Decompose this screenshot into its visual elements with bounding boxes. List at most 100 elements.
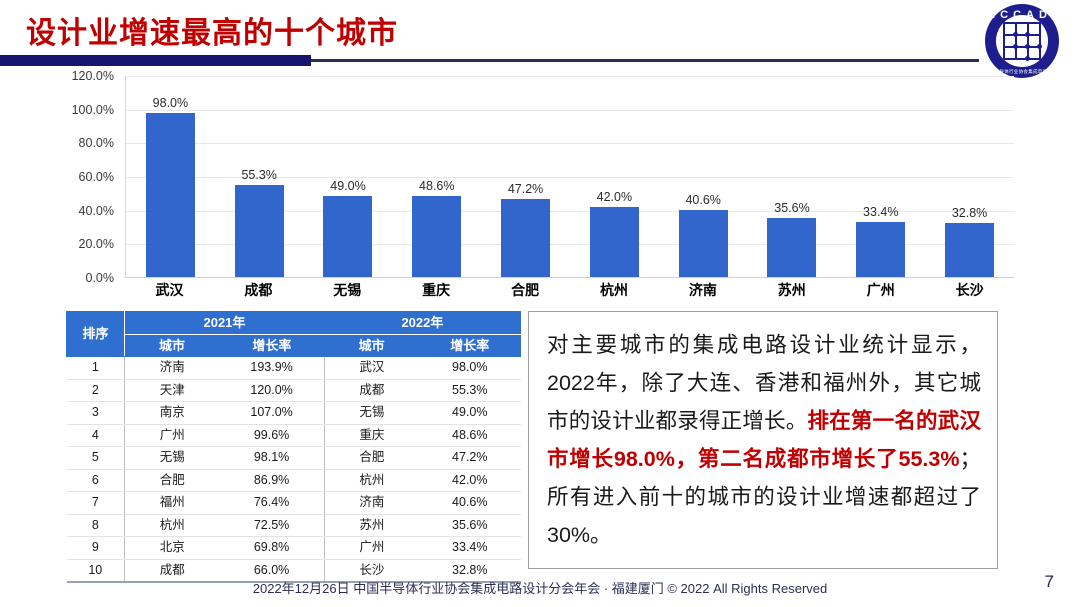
table-cell-city21: 济南	[124, 356, 220, 380]
table-cell-city21: 天津	[124, 379, 220, 402]
bar	[945, 222, 995, 278]
table-cell-city22: 长沙	[324, 559, 420, 583]
chart-bar-group: 48.6%	[392, 76, 481, 278]
table-cell-city22: 苏州	[324, 514, 420, 537]
logo-letters: ICCAD	[992, 9, 1052, 21]
table-header-city-2021: 城市	[124, 333, 220, 357]
table-row: 5 无锡 98.1% 合肥 47.2%	[66, 446, 521, 470]
bar	[145, 113, 195, 278]
x-tick-label: 武汉	[155, 282, 184, 298]
chart-bar-group: 35.6%	[748, 76, 837, 278]
gridline	[126, 76, 1014, 77]
commentary-text: 对主要城市的集成电路设计业统计显示，2022年，除了大连、香港和福州外，其它城市…	[547, 326, 981, 554]
y-tick-label: 0.0%	[85, 271, 115, 285]
bar-value-label: 98.0%	[152, 96, 189, 111]
title-rule-line	[311, 59, 979, 62]
x-tick-label: 杭州	[599, 282, 628, 298]
x-tick-label: 成都	[244, 282, 273, 298]
table-cell-city22: 武汉	[324, 356, 420, 380]
table-cell-rate22: 33.4%	[419, 536, 521, 560]
bar	[501, 198, 551, 278]
table-head: 排序 2021年 2022年 城市 增长率 城市 增长率	[65, 311, 522, 357]
y-tick-label: 40.0%	[78, 203, 114, 218]
growth-bar-chart: 120.0% 100.0% 80.0% 60.0% 40.0% 20.0% 0.0% 98.…	[56, 69, 1016, 298]
table-cell-rate21: 120.0%	[219, 379, 325, 402]
table-cell-rate22: 48.6%	[419, 424, 521, 447]
table-cell-rate22: 35.6%	[419, 514, 521, 537]
chart-baseline	[126, 277, 1014, 278]
gridline	[126, 244, 1014, 246]
table-cell-city21: 杭州	[124, 514, 220, 537]
table-cell-city21: 广州	[124, 424, 220, 447]
table-header-2021: 2021年	[124, 311, 325, 335]
gridline	[126, 210, 1014, 212]
table-cell-rank: 10	[66, 559, 126, 583]
commentary-part-1: 对主要城市的集成电路设计业统计显示，2022年，除了大连、香港和福州外，其它城市…	[547, 333, 981, 433]
commentary-highlight: 排在第一名的武汉市增长98.0%，第二名成都市增长了55.3%	[547, 409, 981, 471]
table-cell-rate21: 99.6%	[219, 424, 325, 447]
table-cell-rate21: 69.8%	[219, 536, 325, 560]
bar-value-label: 32.8%	[951, 205, 988, 220]
bar-value-label: 48.6%	[419, 179, 455, 194]
table-body: 1 济南 193.9% 武汉 98.0% 2 天津 120.0% 成都 55.3% 3 南京 107.0…	[66, 356, 521, 583]
table-row: 2 天津 120.0% 成都 55.3%	[66, 379, 521, 402]
page-number: 7	[1044, 572, 1054, 591]
table-cell-rate22: 40.6%	[419, 491, 521, 515]
table-cell-rank: 9	[66, 536, 126, 560]
page-title: 设计业增速最高的十个城市	[26, 17, 398, 50]
y-tick-label: 80.0%	[78, 136, 114, 151]
table-cell-city21: 成都	[124, 559, 220, 583]
chart-bar-group: 42.0%	[570, 76, 659, 278]
table-header-rank: 排序	[65, 311, 126, 357]
logo-grid-icon	[1003, 22, 1042, 61]
table-cell-rank: 3	[66, 401, 126, 425]
y-tick-label: 100.0%	[71, 102, 114, 117]
table-cell-rate22: 42.0%	[419, 469, 521, 492]
table-cell-rank: 1	[66, 356, 126, 380]
table-cell-city22: 重庆	[324, 424, 420, 447]
bar-value-label: 55.3%	[241, 167, 277, 182]
table-row: 6 合肥 86.9% 杭州 42.0%	[66, 469, 521, 492]
logo-inner-disc	[996, 15, 1048, 67]
table-cell-city21: 无锡	[124, 446, 220, 470]
table-cell-rate21: 66.0%	[219, 559, 325, 583]
bar-value-label: 49.0%	[330, 178, 366, 193]
chart-bar-group: 33.4%	[836, 76, 925, 278]
table-cell-rate21: 86.9%	[219, 469, 325, 492]
table-cell-rate22: 47.2%	[419, 446, 521, 470]
bar	[767, 218, 817, 278]
table-head-row-2: 城市 增长率 城市 增长率	[67, 333, 522, 357]
table-head-row-1: 排序 2021年 2022年	[65, 311, 522, 357]
table-header-city-2022: 城市	[323, 333, 420, 357]
table-cell-city21: 南京	[124, 401, 220, 425]
table-row: 4 广州 99.6% 重庆 48.6%	[66, 424, 521, 447]
bar	[234, 184, 284, 278]
table-cell-city22: 广州	[324, 536, 420, 560]
title-accent-bar	[0, 55, 311, 66]
table-row: 1 济南 193.9% 武汉 98.0%	[66, 356, 521, 380]
table-cell-rate22: 32.8%	[419, 559, 521, 583]
footer-text: 2022年12月26日 中国半导体行业协会集成电路设计分会年会 · 福建厦门 ©…	[252, 581, 828, 596]
iccad-logo: ICCAD 中国半导体行业协会集成电路设计分会	[985, 4, 1066, 78]
bar	[589, 207, 639, 278]
bar-value-label: 42.0%	[596, 190, 633, 205]
x-tick-label: 重庆	[422, 282, 451, 298]
table-header-growth-2021: 增长率	[218, 333, 325, 357]
table-row: 3 南京 107.0% 无锡 49.0%	[66, 401, 521, 425]
table-cell-rank: 5	[66, 446, 126, 470]
table-cell-rank: 6	[66, 469, 126, 492]
y-tick-label: 120.0%	[71, 69, 114, 83]
x-tick-label: 长沙	[955, 282, 984, 298]
table-cell-rate21: 193.9%	[219, 356, 325, 380]
bar-value-label: 40.6%	[685, 192, 721, 207]
commentary-part-2: ；所有进入前十的城市的设计业增速都超过了30%。	[547, 447, 981, 547]
table-cell-city22: 合肥	[324, 446, 420, 470]
table-cell-rate21: 72.5%	[219, 514, 325, 537]
table-header-2022: 2022年	[323, 311, 522, 335]
table-cell-city21: 福州	[124, 491, 220, 515]
y-tick-label: 20.0%	[78, 237, 114, 252]
table-row: 10 成都 66.0% 长沙 32.8%	[66, 559, 521, 583]
table-cell-rank: 4	[66, 424, 126, 447]
bar	[678, 209, 728, 278]
gridline	[126, 177, 1014, 178]
